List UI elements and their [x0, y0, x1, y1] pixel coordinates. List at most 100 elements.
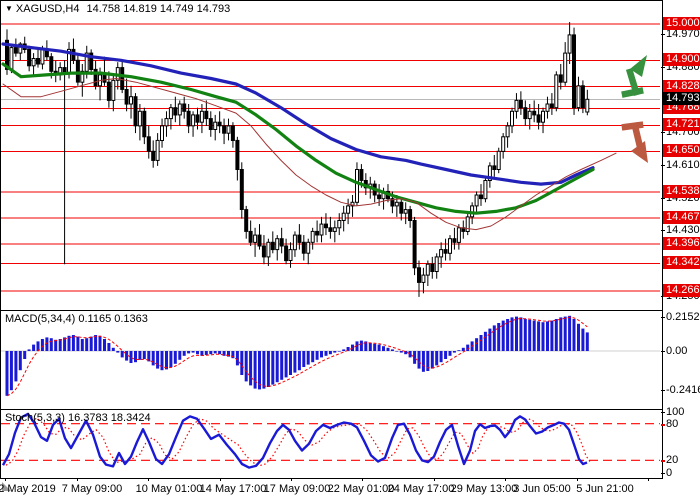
macd-histogram-bar	[501, 320, 505, 351]
candle-up	[275, 238, 280, 251]
macd-histogram-bar	[111, 347, 115, 351]
main-chart-panel[interactable]: ▼ XAGUSD,H4 14.758 14.819 14.749 14.793	[0, 0, 663, 311]
up-arrow-head-icon[interactable]	[630, 55, 647, 77]
macd-histogram-bar	[32, 344, 36, 351]
candle-down	[186, 110, 191, 127]
stochastic-canvas[interactable]	[1, 410, 660, 476]
macd-histogram-bar	[169, 351, 173, 367]
candle-up	[288, 249, 293, 262]
candle-down	[208, 118, 213, 130]
macd-histogram-bar	[76, 336, 80, 351]
macd-histogram-bar	[40, 339, 44, 351]
macd-histogram-bar	[430, 351, 434, 369]
candle-up	[129, 96, 133, 105]
candle-up	[474, 194, 479, 207]
candle-down	[106, 81, 111, 101]
macd-histogram-bar	[421, 351, 425, 372]
candle-down	[328, 227, 333, 232]
time-scale[interactable]: 2 May 2019 7 May 09:00 10 May 01:00 14 May …	[0, 478, 700, 500]
candle-up	[448, 238, 452, 254]
macd-histogram-bar	[302, 351, 306, 367]
down-arrow-head-icon[interactable]	[631, 141, 648, 163]
candle-down	[120, 67, 125, 90]
macd-histogram-bar	[63, 337, 67, 351]
macd-histogram-bar	[289, 351, 292, 375]
price-scale[interactable]: 14.97014.88014.70014.61014.52014.43014.2…	[661, 0, 700, 479]
candle-down	[452, 238, 457, 243]
candle-down	[102, 74, 107, 83]
macd-histogram-bar	[577, 323, 580, 351]
time-axis-label: 3 Jun 05:00	[513, 483, 571, 495]
macd-histogram-bar	[342, 349, 346, 351]
macd-histogram-bar	[125, 351, 129, 361]
macd-histogram-bar	[231, 351, 235, 359]
candle-up	[527, 110, 532, 120]
candle-down	[417, 267, 421, 283]
macd-histogram-bar	[528, 319, 532, 351]
time-axis-label: 14 May 17:00	[199, 483, 267, 495]
macd-histogram-bar	[324, 351, 328, 356]
candle-up	[563, 52, 568, 83]
macd-histogram-bar	[89, 336, 93, 351]
macd-histogram-bar	[541, 322, 545, 351]
macd-histogram-bar	[58, 339, 62, 351]
candle-up	[40, 48, 45, 65]
candle-up	[191, 114, 196, 127]
candle-up	[18, 43, 23, 54]
candle-up	[168, 107, 173, 120]
candle-down	[284, 245, 289, 262]
candle-down	[93, 68, 98, 87]
candle-down	[75, 59, 80, 83]
candle-up	[496, 150, 501, 171]
macd-histogram-bar	[337, 351, 341, 352]
candle-down	[479, 194, 483, 200]
macd-histogram-bar	[103, 339, 106, 351]
time-axis-label: 2 May 2019	[0, 483, 56, 495]
candle-down	[5, 39, 9, 70]
mid-ma-green	[1, 62, 595, 215]
price-chart-canvas[interactable]	[1, 1, 660, 308]
price-level-badge: 14.538	[663, 185, 700, 198]
macd-histogram-bar	[297, 351, 301, 371]
stochastic-panel[interactable]: Stoch(5,3,3) 16.3783 18.3424	[0, 409, 663, 479]
candle-down	[377, 194, 382, 200]
macd-histogram-bar	[120, 351, 124, 358]
candle-up	[434, 256, 439, 272]
macd-histogram-bar	[284, 351, 288, 378]
macd-histogram-bar	[515, 316, 518, 351]
macd-histogram-bar	[85, 338, 89, 351]
macd-histogram-bar	[386, 347, 390, 351]
macd-histogram-bar	[497, 323, 501, 351]
up-arrow-icon[interactable]	[625, 67, 641, 97]
candle-up	[306, 241, 311, 254]
macd-histogram-bar	[49, 338, 53, 351]
down-arrow-icon[interactable]	[631, 122, 644, 151]
macd-histogram-bar	[235, 351, 239, 366]
symbol-dropdown-icon[interactable]: ▼	[5, 4, 13, 13]
macd-panel[interactable]: MACD(5,34,4) 0.1165 0.1363	[0, 310, 663, 410]
candle-up	[337, 220, 342, 229]
price-level-badge: 14.396	[663, 237, 700, 250]
macd-histogram-bar	[173, 351, 177, 364]
chart-title: ▼ XAGUSD,H4 14.758 14.819 14.749 14.793	[5, 3, 230, 15]
scroll-corner-icon[interactable]	[2, 480, 16, 492]
macd-histogram-bar	[142, 351, 146, 359]
time-tick-mark	[648, 478, 649, 481]
macd-histogram-bar	[293, 351, 297, 373]
macd-histogram-bar	[191, 351, 195, 353]
macd-histogram-bar	[27, 349, 31, 351]
macd-histogram-bar	[71, 335, 75, 351]
macd-histogram-bar	[532, 320, 536, 351]
macd-canvas[interactable]	[1, 311, 660, 407]
macd-histogram-bar	[355, 341, 359, 351]
candle-up	[155, 139, 160, 161]
candle-up	[505, 125, 510, 138]
macd-histogram-bar	[519, 317, 523, 351]
macd-histogram-bar	[568, 315, 572, 351]
candle-down	[359, 169, 364, 181]
macd-histogram-bar	[80, 339, 84, 351]
macd-histogram-bar	[572, 319, 576, 351]
candle-up	[341, 212, 346, 221]
candle-down	[408, 209, 413, 222]
